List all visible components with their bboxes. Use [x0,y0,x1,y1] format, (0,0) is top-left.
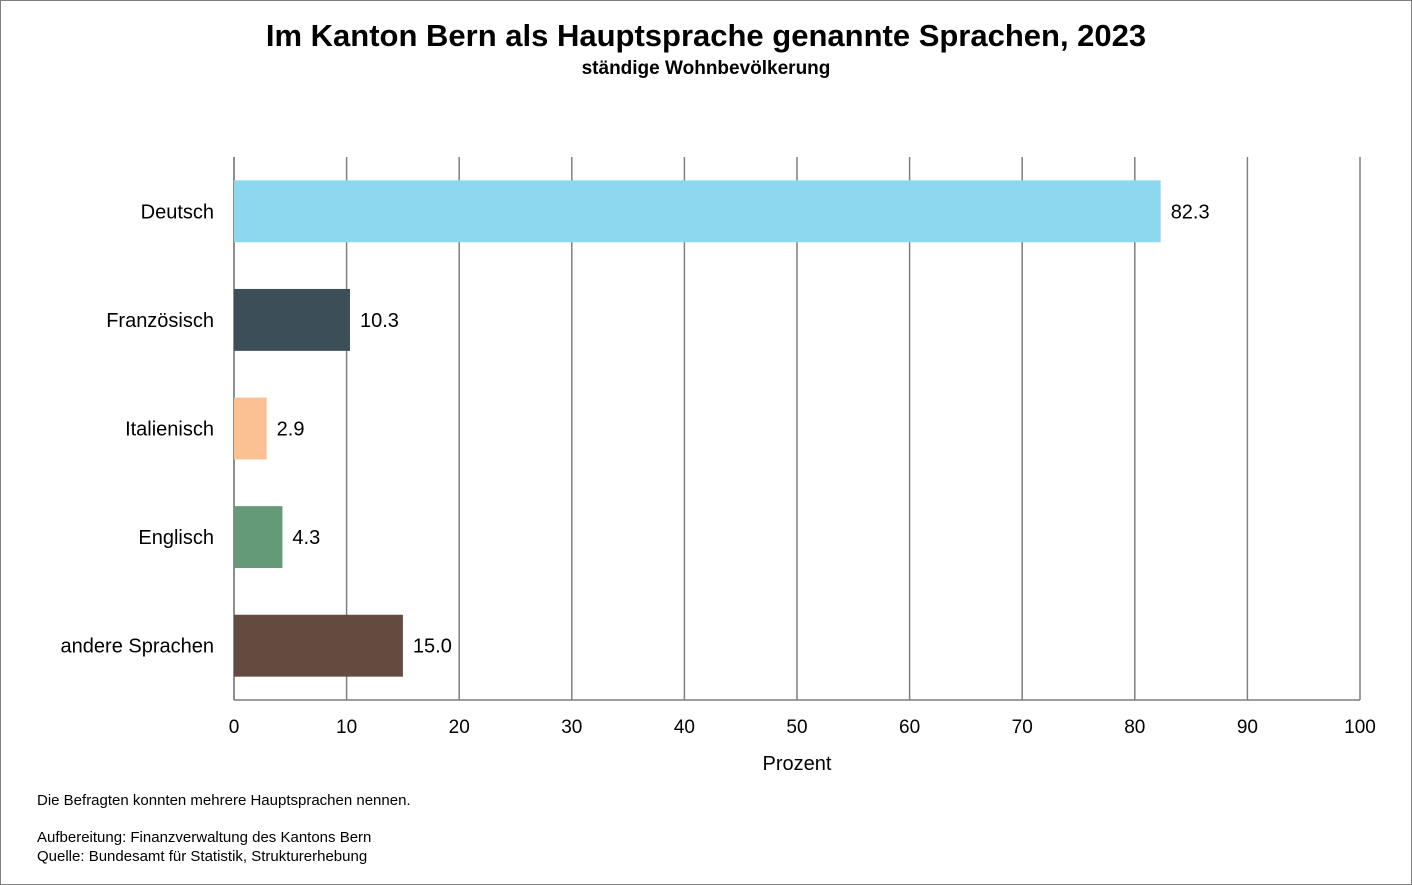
x-axis-title: Prozent [763,753,832,775]
credit-note: Aufbereitung: Finanzverwaltung des Kanto… [37,829,372,846]
footnote: Die Befragten konnten mehrere Hauptsprac… [37,792,411,809]
data-label: 15.0 [413,636,452,658]
data-label: 4.3 [292,527,320,549]
category-label: andere Sprachen [61,636,214,658]
data-label: 2.9 [277,419,305,441]
x-tick-label: 50 [786,717,807,738]
chart-subtitle: ständige Wohnbevölkerung [581,58,831,79]
x-tick-label: 70 [1012,717,1033,738]
x-tick-label: 20 [449,717,470,738]
x-tick-label: 80 [1124,717,1145,738]
source-note: Quelle: Bundesamt für Statistik, Struktu… [37,848,368,865]
bar-englisch [234,506,283,569]
bar-andere-sprachen [234,614,403,677]
x-tick-label: 60 [899,717,920,738]
x-tick-label: 90 [1237,717,1258,738]
data-label: 10.3 [360,310,399,332]
x-tick-label: 100 [1344,717,1376,738]
category-label: Französisch [106,310,214,332]
x-tick-label: 30 [561,717,582,738]
bar-deutsch [234,180,1161,243]
category-label: Deutsch [141,201,214,223]
bar-französisch [234,288,350,351]
data-label: 82.3 [1171,201,1210,223]
category-label: Englisch [138,527,214,549]
bar-italienisch [234,397,267,460]
chart-title: Im Kanton Bern als Hauptsprache genannte… [265,18,1147,53]
x-tick-label: 40 [674,717,695,738]
category-label: Italienisch [125,419,214,441]
x-tick-label: 0 [229,717,240,738]
x-tick-label: 10 [336,717,357,738]
